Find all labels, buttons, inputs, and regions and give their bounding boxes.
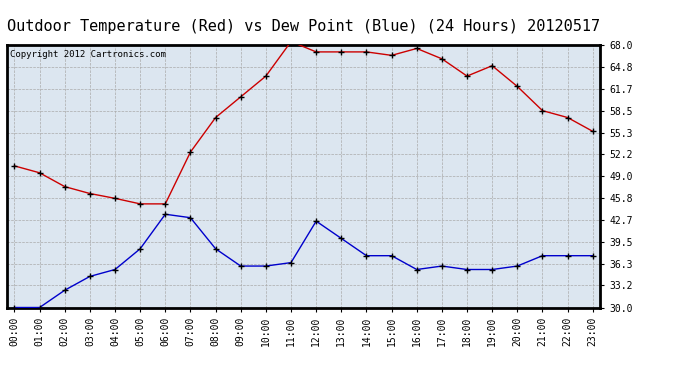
Text: Copyright 2012 Cartronics.com: Copyright 2012 Cartronics.com xyxy=(10,50,166,59)
Text: Outdoor Temperature (Red) vs Dew Point (Blue) (24 Hours) 20120517: Outdoor Temperature (Red) vs Dew Point (… xyxy=(7,19,600,34)
